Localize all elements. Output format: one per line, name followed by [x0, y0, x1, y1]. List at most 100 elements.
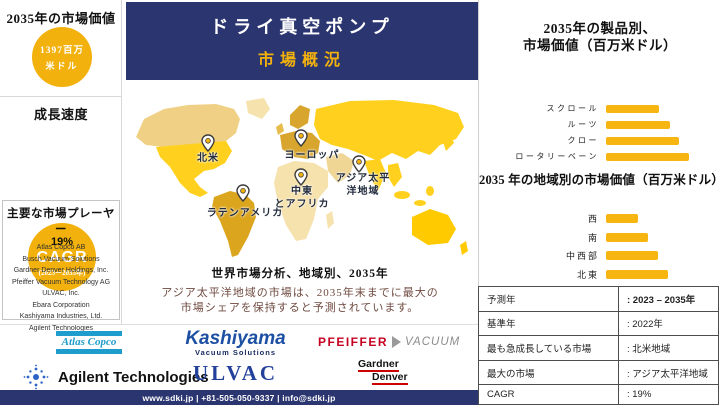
kashiyama-logo: Kashiyama Vacuum Solutions [173, 329, 298, 357]
key-players-title: 主要な市場プレーヤー [7, 208, 115, 236]
table-row: 基準年 : 2022年 [478, 310, 719, 337]
table-row: 予測年 : 2023 – 2035年 [478, 286, 719, 312]
page-title-line1: ドライ真空ポンプ [210, 16, 394, 37]
gardner-word: Gardner [358, 358, 399, 372]
table-row: CAGR : 19% [478, 384, 719, 405]
atlas-copco-wordmark: Atlas Copco [61, 336, 117, 348]
chart-row: 南 [479, 231, 720, 244]
chart-row: 北東 [479, 268, 720, 281]
kashiyama-wordmark: Kashiyama [185, 328, 286, 349]
ulvac-logo: ULVAC [193, 361, 279, 385]
map-note: アジア太平洋地域の市場は、2035年末までに最大の 市場シェアを保持すると予測さ… [161, 287, 439, 314]
page-title: ドライ真空ポンプ 市場概況 [126, 2, 478, 80]
map-caption: 世界市場分析、地域別、2035年 [211, 268, 389, 280]
region-label-latin-america: ラテンアメリカ [206, 208, 284, 219]
key-players-box: 主要な市場プレーヤー Atlas Copco AB Busch Vacuum S… [2, 200, 120, 332]
bar [606, 232, 648, 242]
left-sidebar: 2035年の市場価値 1397百万 米ドル 成長速度 19% CAGR (202… [0, 0, 122, 332]
list-item: Agilent Technologies [28, 324, 94, 332]
market-value-unit: 米ドル [45, 61, 79, 71]
chart-row: ルーツ [479, 119, 720, 130]
cagr-badge: 19% CAGR (2023ー2035年) [28, 223, 96, 291]
market-facts-table: 予測年 : 2023 – 2035年 基準年 : 2022年 最も急成長している… [478, 286, 719, 405]
list-item: Pfeiffer Vacuum Technology AG [11, 278, 111, 286]
footer-contact-links[interactable]: www.sdki.jp | +81-505-050-9337 | info@sd… [142, 392, 336, 403]
key-players-list: Atlas Copco AB Busch Vacuum Solutions Ga… [3, 242, 119, 334]
chart-row: 西 [479, 212, 720, 225]
map-pin-asia-pacific-icon [352, 155, 366, 173]
product-chart-title: 2035年の製品別、 市場価値（百万米ドル） [523, 21, 677, 53]
company-logos: Atlas Copco Kashiyama Vacuum Solutions P… [0, 325, 478, 390]
bar-label: 中西部 [565, 251, 599, 261]
chart-row: 中西部 [479, 249, 720, 262]
chart-row: ロータリーベーン [479, 151, 720, 162]
market-value-badge: 1397百万 米ドル [32, 27, 92, 87]
atlas-copco-bar-bottom [56, 349, 122, 354]
list-item: Kashiyama Industries, Ltd. [19, 313, 103, 320]
agilent-starburst-icon [23, 364, 49, 390]
table-row: 最も急成長している市場 : 北米地域 [478, 335, 719, 361]
fact-value: : アジア太平洋地域 [618, 359, 719, 386]
pfeiffer-vacuum-logo: PFEIFFER VACUUM [318, 335, 463, 349]
bar [606, 269, 668, 279]
fact-value: : 2023 – 2035年 [618, 286, 719, 312]
fact-value: : 19% [618, 384, 719, 405]
kashiyama-tagline: Vacuum Solutions [194, 348, 276, 357]
world-map: 北米 ヨーロッパ 中東 とアフリカ アジア太平 洋地域 ラテンアメリカ [130, 95, 470, 265]
bar-label: ロータリーベーン [515, 152, 599, 161]
map-pin-middle-east-africa-icon [294, 168, 308, 186]
pfeiffer-chevron-icon [392, 336, 402, 348]
bar [606, 251, 658, 260]
growth-rate-title: 成長速度 [33, 107, 88, 122]
bar [606, 120, 670, 129]
bar-label: 北東 [576, 269, 599, 280]
region-bar-chart: 西 南 中西部 北東 [479, 212, 720, 281]
world-map-graphic [136, 98, 468, 257]
list-item: ULVAC, Inc. [42, 290, 80, 297]
map-pin-latin-america-icon [236, 184, 250, 202]
agilent-logo: Agilent Technologies [22, 363, 209, 391]
denver-word: Denver [372, 371, 408, 385]
bar [606, 136, 679, 145]
map-pin-europe-icon [294, 129, 308, 147]
chart-row: クロー [479, 135, 720, 146]
bar-label: クロー [567, 136, 599, 145]
region-label-asia-pacific: アジア太平 洋地域 [335, 173, 391, 197]
fact-label: CAGR [478, 384, 619, 405]
atlas-copco-bar-top [56, 331, 122, 336]
divider [0, 324, 478, 325]
market-value-title: 2035年の市場価値 [6, 11, 116, 26]
market-value-amount: 1397百万 [39, 46, 84, 56]
list-item: Gardner Denver Holdings, Inc. [13, 267, 109, 274]
bar [606, 214, 638, 223]
growth-rate-section: 成長速度 19% CAGR (2023ー2035年) [0, 97, 122, 291]
bar-label: ルーツ [567, 120, 599, 129]
region-label-europe: ヨーロッパ [284, 150, 340, 161]
gardner-denver-logo: Gardner Denver [358, 359, 428, 385]
cagr-period: (2023ー2035年) [38, 269, 86, 277]
bar-label: 南 [587, 232, 599, 243]
list-item: Ebara Corporation [32, 301, 90, 309]
market-value-section: 2035年の市場価値 1397百万 米ドル [0, 0, 122, 97]
fact-value: : 北米地域 [618, 335, 719, 361]
page-title-line2: 市場概況 [257, 51, 346, 69]
bar-label: 西 [587, 214, 599, 224]
fact-label: 最大の市場 [478, 359, 619, 386]
bar-label: スクロール [546, 104, 599, 113]
list-item: Busch Vacuum Solutions [22, 255, 100, 263]
atlas-copco-logo: Atlas Copco [56, 331, 122, 354]
product-bar-chart: スクロール ルーツ クロー ロータリーベーン [479, 103, 720, 162]
bar [606, 152, 689, 161]
footer-bar: www.sdki.jp | +81-505-050-9337 | info@sd… [0, 390, 478, 405]
region-chart-title: 2035 年の地域別の市場価値（百万米ドル） [479, 173, 720, 187]
pfeiffer-wordmark: PFEIFFER [318, 335, 389, 349]
table-row: 最大の市場 : アジア太平洋地域 [478, 359, 719, 386]
map-pin-north-america-icon [201, 134, 215, 152]
fact-value: : 2022年 [618, 310, 719, 337]
fact-label: 予測年 [478, 286, 619, 312]
bar [606, 104, 659, 113]
list-item: Atlas Copco AB [36, 244, 86, 251]
fact-label: 基準年 [478, 310, 619, 337]
cagr-label: CAGR [36, 249, 88, 266]
